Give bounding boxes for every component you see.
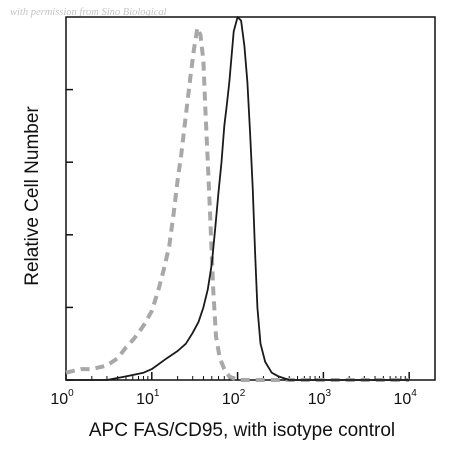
x-tick-label-exponent: 0 bbox=[68, 388, 74, 399]
x-tick-label-4: 104 bbox=[393, 388, 417, 408]
x-tick-label-1: 101 bbox=[136, 388, 160, 408]
x-axis-tick-labels: 100 101 102 103 104 bbox=[50, 388, 417, 408]
x-tick-label-2: 102 bbox=[222, 388, 246, 408]
x-tick-label-exponent: 1 bbox=[154, 388, 160, 399]
y-axis-ticks bbox=[66, 88, 73, 381]
x-tick-label-base: 10 bbox=[50, 391, 68, 408]
plot-frame bbox=[65, 16, 436, 381]
x-tick-label-base: 10 bbox=[136, 391, 154, 408]
x-tick-label-base: 10 bbox=[308, 391, 326, 408]
series-layer bbox=[65, 16, 410, 382]
plot-border bbox=[65, 16, 436, 381]
x-axis-title: APC FAS/CD95, with isotype control bbox=[89, 420, 395, 441]
x-tick-label-base: 10 bbox=[222, 391, 240, 408]
x-tick-label-0: 100 bbox=[50, 388, 74, 408]
x-tick-label-exponent: 3 bbox=[325, 388, 331, 399]
x-tick-label-base: 10 bbox=[393, 391, 411, 408]
watermark-text: with permission from Sino Biological bbox=[10, 7, 167, 18]
x-tick-label-exponent: 4 bbox=[411, 388, 417, 399]
x-tick-label-3: 103 bbox=[308, 388, 332, 408]
fas-cd95-curve bbox=[66, 16, 410, 381]
x-tick-label-exponent: 2 bbox=[240, 388, 246, 399]
isotype-control-curve bbox=[65, 25, 410, 382]
y-axis-title: Relative Cell Number bbox=[22, 106, 43, 286]
